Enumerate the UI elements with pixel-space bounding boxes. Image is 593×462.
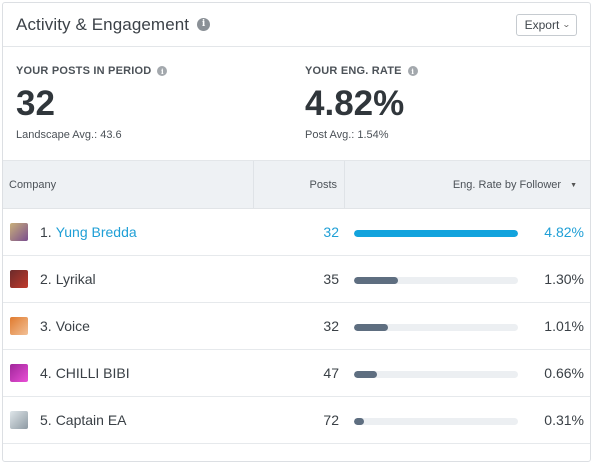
- company-name: Yung Bredda: [55, 224, 137, 240]
- column-header-posts-cell: Posts: [253, 161, 345, 208]
- company-rank: 5.: [40, 412, 52, 428]
- company-rank: 2.: [40, 271, 52, 287]
- company-avatar: [10, 411, 28, 429]
- table-header: Company Posts Eng. Rate by Follower ▼: [3, 160, 590, 209]
- posts-stat: YOUR POSTS IN PERIOD i 32 Landscape Avg.…: [16, 65, 168, 141]
- eng-rate-value: 1.01%: [544, 318, 584, 334]
- company-avatar: [10, 317, 28, 335]
- eng-stat-label-row: YOUR ENG. RATE i: [305, 65, 418, 77]
- chevron-down-icon: ⌄: [562, 20, 572, 29]
- company-avatar: [10, 270, 28, 288]
- eng-rate-bar: [354, 324, 518, 331]
- eng-stat-label: YOUR ENG. RATE: [305, 65, 402, 77]
- company-rank: 3.: [40, 318, 52, 334]
- eng-rate-bar: [354, 371, 518, 378]
- company-link[interactable]: 4. CHILLI BIBI: [10, 364, 130, 382]
- company-link[interactable]: 5. Captain EA: [10, 411, 127, 429]
- stats-section: YOUR POSTS IN PERIOD i 32 Landscape Avg.…: [3, 47, 590, 160]
- column-header-posts[interactable]: Posts: [309, 179, 337, 191]
- export-button[interactable]: Export ⌄: [515, 13, 577, 36]
- company-link[interactable]: 1. Yung Bredda: [10, 223, 137, 241]
- company-avatar: [10, 364, 28, 382]
- eng-stat-sub: Post Avg.: 1.54%: [305, 129, 389, 141]
- posts-stat-label: YOUR POSTS IN PERIOD: [16, 65, 152, 77]
- posts-count: 32: [323, 318, 339, 334]
- info-icon[interactable]: i: [197, 18, 211, 31]
- company-name: Voice: [55, 318, 90, 334]
- company-link[interactable]: 2. Lyrikal: [10, 270, 96, 288]
- eng-rate-bar-fill: [354, 418, 364, 425]
- posts-count: 47: [323, 365, 339, 381]
- column-header-company[interactable]: Company: [9, 179, 57, 191]
- company-link[interactable]: 3. Voice: [10, 317, 90, 335]
- table-row: 2. Lyrikal 35 1.30%: [3, 256, 590, 303]
- eng-stat-value: 4.82%: [305, 84, 405, 123]
- info-icon[interactable]: i: [157, 66, 168, 76]
- card-title: Activity & Engagement: [16, 14, 190, 34]
- eng-rate-bar-fill: [354, 277, 399, 284]
- table-row: 5. Captain EA 72 0.31%: [3, 397, 590, 444]
- eng-rate-value: 0.31%: [544, 412, 584, 428]
- card-header: Activity & Engagement i Export ⌄: [3, 3, 590, 47]
- eng-rate-value: 0.66%: [544, 365, 584, 381]
- company-rank: 1.: [40, 224, 52, 240]
- posts-stat-sub: Landscape Avg.: 43.6: [16, 129, 122, 141]
- company-name: Captain EA: [55, 412, 127, 428]
- posts-count: 35: [323, 271, 339, 287]
- eng-rate-bar-fill: [354, 324, 389, 331]
- company-avatar: [10, 223, 28, 241]
- column-header-eng-rate[interactable]: Eng. Rate by Follower ▼: [453, 179, 577, 191]
- table-row: 4. CHILLI BIBI 47 0.66%: [3, 350, 590, 397]
- table-row: 1. Yung Bredda 32 4.82%: [3, 209, 590, 256]
- sort-caret-icon: ▼: [570, 181, 577, 189]
- company-name: CHILLI BIBI: [55, 365, 130, 381]
- column-header-eng-rate-label: Eng. Rate by Follower: [452, 179, 562, 191]
- eng-rate-bar: [354, 230, 518, 237]
- export-label: Export: [524, 17, 560, 32]
- posts-count: 72: [323, 412, 339, 428]
- eng-rate-value: 4.82%: [544, 224, 584, 240]
- eng-rate-bar-fill: [354, 230, 518, 237]
- posts-stat-label-row: YOUR POSTS IN PERIOD i: [16, 65, 168, 77]
- info-icon[interactable]: i: [407, 66, 418, 76]
- eng-stat: YOUR ENG. RATE i 4.82% Post Avg.: 1.54%: [305, 65, 418, 141]
- eng-rate-bar: [354, 418, 518, 425]
- posts-count: 32: [323, 224, 339, 240]
- table-row: 3. Voice 32 1.01%: [3, 303, 590, 350]
- eng-rate-bar-fill: [354, 371, 377, 378]
- company-name: Lyrikal: [55, 271, 96, 287]
- eng-rate-bar: [354, 277, 518, 284]
- title-wrap: Activity & Engagement i: [16, 14, 211, 35]
- posts-stat-value: 32: [16, 84, 55, 123]
- company-rank: 4.: [40, 365, 52, 381]
- eng-rate-value: 1.30%: [544, 271, 584, 287]
